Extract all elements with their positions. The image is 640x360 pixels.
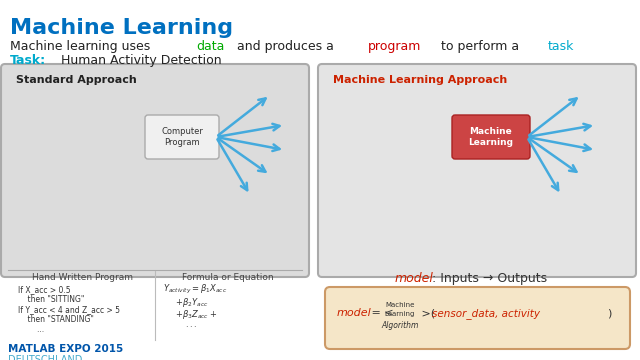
Text: task: task	[548, 40, 575, 53]
Text: Human Activity Detection: Human Activity Detection	[56, 54, 221, 67]
Text: >(: >(	[418, 308, 435, 318]
Text: = <: = <	[368, 308, 394, 318]
Text: Hand Written Program: Hand Written Program	[31, 273, 132, 282]
FancyBboxPatch shape	[325, 287, 630, 349]
Text: model: model	[395, 272, 434, 285]
Text: ): )	[607, 308, 611, 318]
Text: then "SITTING": then "SITTING"	[18, 295, 84, 304]
Text: Machine Learning Approach: Machine Learning Approach	[333, 75, 508, 85]
Text: sensor_data, activity: sensor_data, activity	[432, 308, 540, 319]
FancyBboxPatch shape	[145, 115, 219, 159]
FancyBboxPatch shape	[1, 64, 309, 277]
Text: and produces a: and produces a	[233, 40, 338, 53]
Text: Machine
Learning: Machine Learning	[468, 127, 513, 147]
Text: program: program	[368, 40, 421, 53]
Text: Machine: Machine	[385, 302, 415, 308]
Text: Computer
Program: Computer Program	[161, 127, 203, 147]
Text: $+ \beta_3 Z_{acc} +$: $+ \beta_3 Z_{acc} +$	[175, 308, 217, 321]
Text: Learning: Learning	[385, 311, 415, 317]
FancyBboxPatch shape	[318, 64, 636, 277]
Text: Algorithm: Algorithm	[381, 321, 419, 330]
Text: MATLAB EXPO 2015: MATLAB EXPO 2015	[8, 344, 124, 354]
Text: If X_acc > 0.5: If X_acc > 0.5	[18, 285, 70, 294]
Text: Task:: Task:	[10, 54, 46, 67]
Text: model: model	[337, 308, 372, 318]
Text: If Y_acc < 4 and Z_acc > 5: If Y_acc < 4 and Z_acc > 5	[18, 305, 120, 314]
Text: $...$: $...$	[185, 320, 197, 329]
Text: Machine Learning: Machine Learning	[10, 18, 233, 38]
Text: then "STANDING": then "STANDING"	[18, 315, 94, 324]
Text: Formula or Equation: Formula or Equation	[182, 273, 274, 282]
Text: $+ \beta_2 Y_{acc}$: $+ \beta_2 Y_{acc}$	[175, 296, 209, 309]
Text: to perform a: to perform a	[437, 40, 523, 53]
Text: ...: ...	[18, 325, 44, 334]
Text: Machine learning uses: Machine learning uses	[10, 40, 154, 53]
Text: : Inputs → Outputs: : Inputs → Outputs	[432, 272, 547, 285]
FancyBboxPatch shape	[452, 115, 530, 159]
Text: DEUTSCHLAND: DEUTSCHLAND	[8, 355, 83, 360]
Text: $Y_{activity} = \beta_1 X_{acc}$: $Y_{activity} = \beta_1 X_{acc}$	[163, 283, 227, 296]
Text: data: data	[196, 40, 225, 53]
Text: Standard Approach: Standard Approach	[16, 75, 137, 85]
